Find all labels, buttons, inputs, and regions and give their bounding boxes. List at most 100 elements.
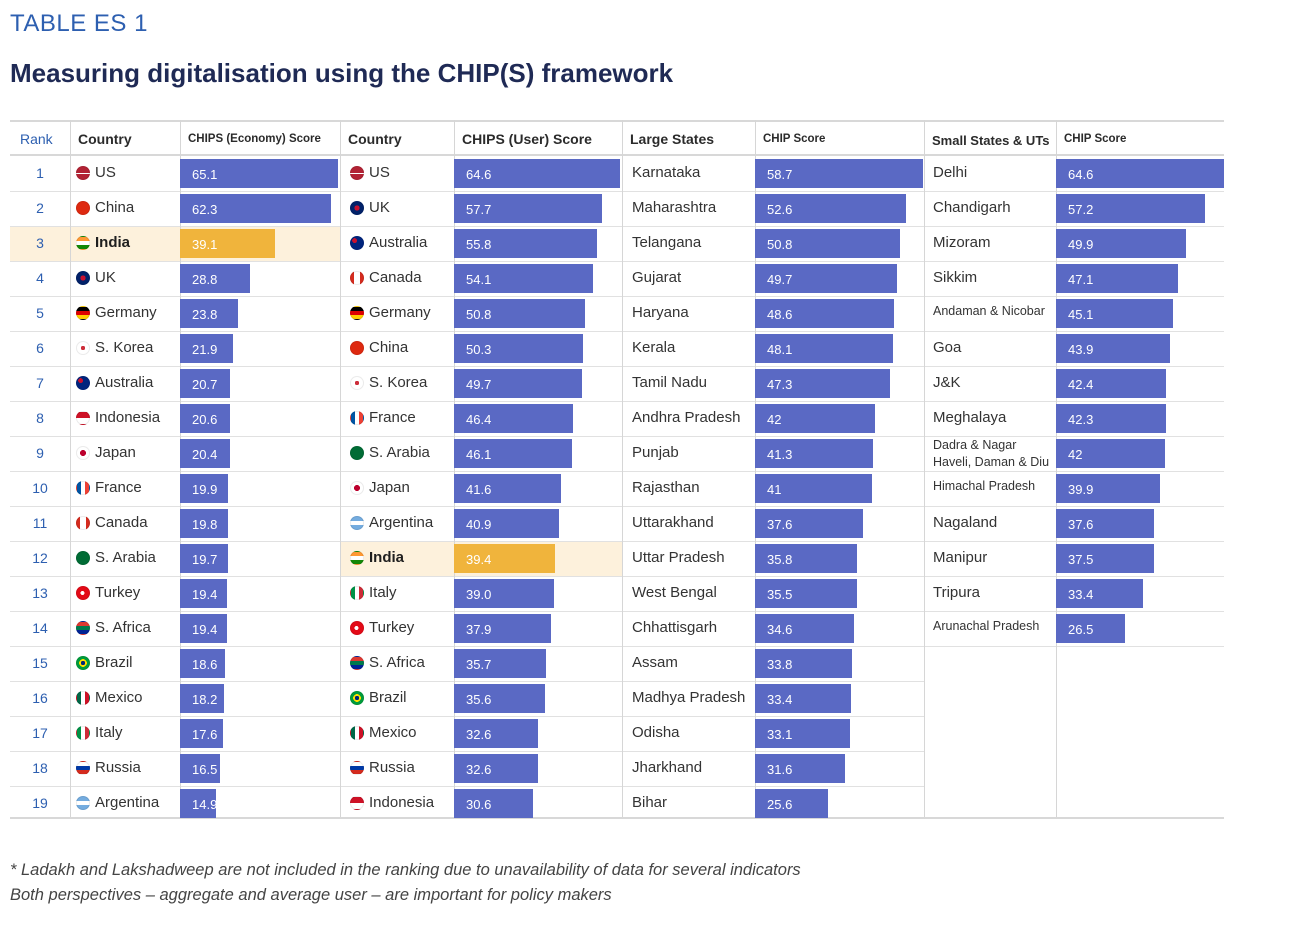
economy-score-bar xyxy=(180,509,228,538)
economy-name-cell: France xyxy=(76,479,142,496)
economy-name-cell: Russia xyxy=(76,759,141,776)
user-name-cell: Germany xyxy=(350,304,431,321)
row-separator-small xyxy=(924,191,1224,192)
user-score-bar xyxy=(454,229,597,258)
large-state-score-bar xyxy=(755,159,923,188)
small-state-name-cell: Manipur xyxy=(933,549,988,566)
user-name-cell: Argentina xyxy=(350,514,433,531)
flag-it-icon xyxy=(350,585,364,600)
economy-score-bar xyxy=(180,474,228,503)
row-separator xyxy=(10,226,924,227)
flag-jp-icon xyxy=(350,480,364,495)
economy-highlight-row xyxy=(10,226,340,261)
small-state-score-bar xyxy=(1056,474,1160,503)
economy-score-bar xyxy=(180,754,220,783)
flag-br-icon xyxy=(350,690,364,705)
large-state-name-cell: Bihar xyxy=(632,794,668,811)
flag-de-icon xyxy=(350,305,364,320)
column-separator xyxy=(924,120,925,819)
small-state-score-label: 57.2 xyxy=(1068,202,1094,217)
large-state-name-cell: Telangana xyxy=(632,234,702,251)
small-state-score-bar xyxy=(1056,229,1186,258)
small-state-score-label: 39.9 xyxy=(1068,482,1094,497)
flag-id-icon xyxy=(350,795,364,810)
flag-tr-icon xyxy=(350,620,364,635)
small-state-score-bar xyxy=(1056,194,1205,223)
economy-score-label: 28.8 xyxy=(192,272,218,287)
user-score-bar xyxy=(454,579,554,608)
economy-score-bar xyxy=(180,614,227,643)
user-score-bar xyxy=(454,649,546,678)
large-state-score-bar xyxy=(755,754,845,783)
header-large-states: Large States xyxy=(622,120,755,156)
small-state-score-bar xyxy=(1056,439,1165,468)
large-state-score-bar xyxy=(755,614,854,643)
economy-score-bar xyxy=(180,159,338,188)
user-score-label: 50.3 xyxy=(466,342,492,357)
flag-br-icon xyxy=(76,655,90,670)
economy-score-bar xyxy=(180,299,238,328)
row-separator xyxy=(10,471,924,472)
small-state-score-bar xyxy=(1056,579,1143,608)
large-state-score-label: 34.6 xyxy=(767,622,793,637)
header-economy-score: CHIPS (Economy) Score xyxy=(180,120,340,156)
rank-cell: 11 xyxy=(32,515,48,531)
large-state-name-cell: Jharkhand xyxy=(632,759,703,776)
user-score-label: 50.8 xyxy=(466,307,492,322)
economy-score-label: 18.6 xyxy=(192,657,218,672)
large-state-score-bar xyxy=(755,579,857,608)
economy-name-cell: UK xyxy=(76,269,116,286)
large-state-name-cell: Karnataka xyxy=(632,164,701,181)
large-state-score-label: 33.1 xyxy=(767,727,793,742)
column-separator xyxy=(454,120,455,819)
footnote-2: Both perspectives – aggregate and averag… xyxy=(10,886,612,904)
page-title: Measuring digitalisation using the CHIP(… xyxy=(10,58,674,88)
large-state-score-bar xyxy=(755,509,863,538)
flag-ca-icon xyxy=(350,270,364,285)
header-user-score: CHIPS (User) Score xyxy=(454,120,622,156)
large-state-score-label: 49.7 xyxy=(767,272,793,287)
economy-score-bar xyxy=(180,264,250,293)
economy-score-label: 39.1 xyxy=(192,237,218,252)
small-state-name-cell: Dadra & Nagar Haveli, Daman & Diu xyxy=(933,438,1050,469)
small-state-score-label: 26.5 xyxy=(1068,622,1094,637)
row-separator-small xyxy=(924,576,1224,577)
user-name-cell: Italy xyxy=(350,584,397,601)
user-score-label: 49.7 xyxy=(466,377,492,392)
row-separator-small xyxy=(924,471,1224,472)
economy-score-label: 20.6 xyxy=(192,412,218,427)
user-name-cell: Mexico xyxy=(350,724,417,741)
row-separator xyxy=(10,541,924,542)
economy-score-bar xyxy=(180,229,275,258)
large-state-name-cell: Madhya Pradesh xyxy=(632,689,746,706)
large-state-name-cell: Haryana xyxy=(632,304,689,321)
user-name-cell: Canada xyxy=(350,269,422,286)
user-score-label: 54.1 xyxy=(466,272,492,287)
rank-cell: 10 xyxy=(32,480,48,496)
large-state-score-bar xyxy=(755,439,873,468)
flag-cn-icon xyxy=(76,200,90,215)
row-separator xyxy=(10,611,924,612)
large-state-name-cell: Andhra Pradesh xyxy=(632,409,741,426)
large-state-score-bar xyxy=(755,334,893,363)
row-separator xyxy=(10,436,924,437)
small-state-name-cell: Tripura xyxy=(933,584,980,601)
large-state-score-label: 50.8 xyxy=(767,237,793,252)
small-state-score-label: 47.1 xyxy=(1068,272,1094,287)
user-score-bar xyxy=(454,754,538,783)
economy-score-label: 19.8 xyxy=(192,517,218,532)
user-score-bar xyxy=(454,439,572,468)
row-separator xyxy=(10,191,924,192)
header-small-states: Small States & UTs xyxy=(924,120,1056,156)
rank-cell: 9 xyxy=(36,445,44,461)
economy-name-cell: India xyxy=(76,234,130,251)
large-state-score-bar xyxy=(755,789,828,818)
rank-cell: 16 xyxy=(32,690,48,706)
small-state-score-label: 42.3 xyxy=(1068,412,1094,427)
user-score-label: 39.0 xyxy=(466,587,492,602)
user-score-bar xyxy=(454,334,583,363)
column-separator xyxy=(755,120,756,819)
small-state-name-cell: Mizoram xyxy=(933,234,991,251)
rank-cell: 7 xyxy=(36,375,44,391)
large-state-score-label: 33.8 xyxy=(767,657,793,672)
